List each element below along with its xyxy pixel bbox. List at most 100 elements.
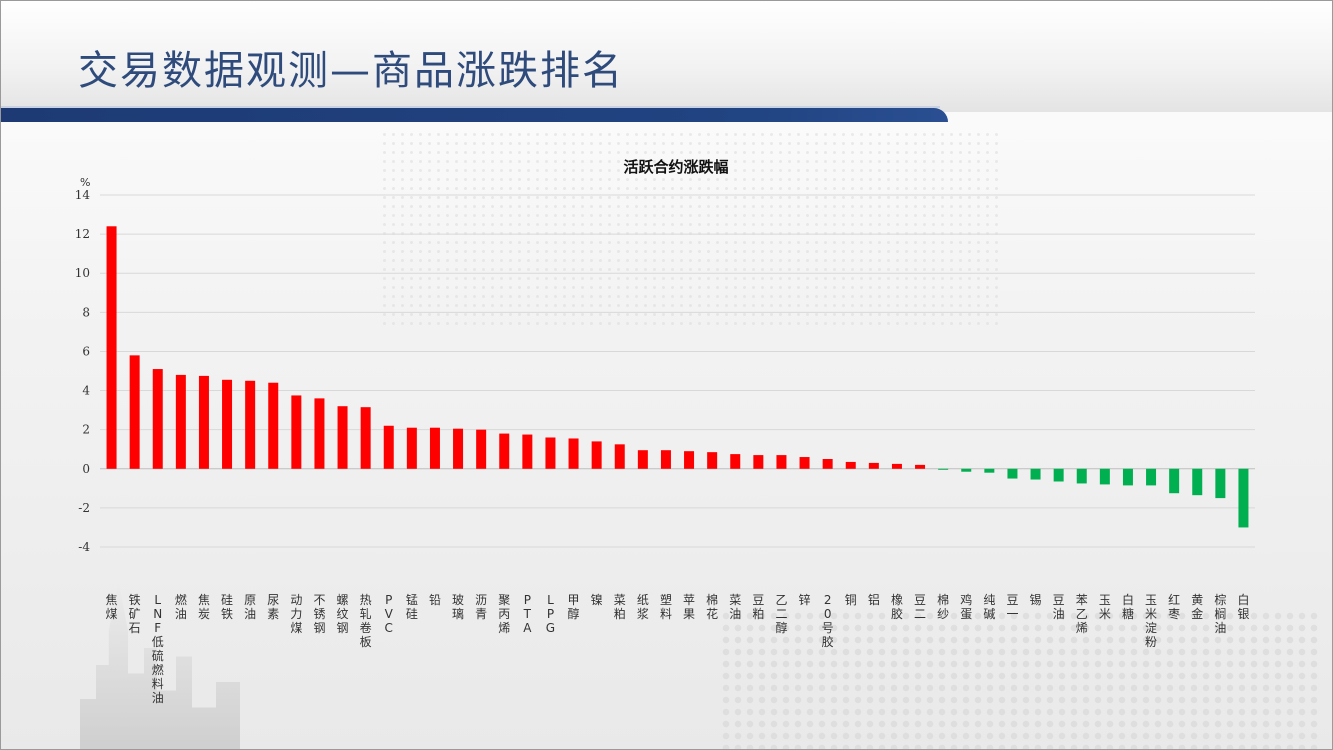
category-label: 动力煤 xyxy=(290,593,302,635)
bar xyxy=(1146,468,1157,486)
bar xyxy=(938,468,949,470)
category-label: 螺纹钢 xyxy=(337,593,349,635)
category-label: 乙二醇 xyxy=(775,593,787,635)
bar xyxy=(175,374,186,469)
category-label: 锡 xyxy=(1030,592,1042,607)
bar xyxy=(106,226,117,469)
bar xyxy=(152,369,163,469)
category-label: 红枣 xyxy=(1168,592,1180,621)
bar xyxy=(1215,468,1226,499)
bar xyxy=(291,395,302,469)
y-tick-label: -2 xyxy=(78,501,90,515)
bar xyxy=(129,355,140,469)
category-label: 豆一 xyxy=(1006,593,1018,621)
header-band-highlight xyxy=(0,106,940,108)
y-tick-label: 0 xyxy=(82,462,90,476)
bar xyxy=(568,438,579,469)
bar xyxy=(245,380,256,469)
bar xyxy=(499,433,510,469)
bar xyxy=(822,459,833,469)
y-tick-label: 2 xyxy=(82,423,90,437)
category-label: 锰硅 xyxy=(406,592,418,621)
category-label: 棕榈油 xyxy=(1214,592,1226,635)
bar xyxy=(776,455,787,469)
bar xyxy=(1076,468,1087,484)
bar xyxy=(684,451,695,469)
category-label: 热轧卷板 xyxy=(360,593,372,649)
y-tick-layer: 14 12 10 8 6 4 2 0 -2 -4 xyxy=(75,188,91,554)
bar xyxy=(915,464,926,469)
category-label: 棉纱 xyxy=(937,593,949,621)
category-label: 尿素 xyxy=(267,593,279,621)
y-tick-label: 8 xyxy=(82,305,90,319)
bar xyxy=(961,468,972,472)
bar xyxy=(1053,468,1064,482)
category-label: 菜粕 xyxy=(614,593,626,621)
category-label: 铁矿石 xyxy=(129,593,141,635)
bar xyxy=(799,457,810,469)
category-label: 甲醇 xyxy=(568,593,580,621)
bar xyxy=(198,375,209,469)
category-label: 菜油 xyxy=(729,593,741,621)
category-label: L N F 低硫燃料油 xyxy=(152,593,164,705)
category-label: 焦炭 xyxy=(198,593,210,621)
bar xyxy=(1007,468,1018,479)
y-tick-label: 6 xyxy=(82,344,90,358)
y-axis-unit: % xyxy=(80,176,90,189)
category-label: 锌 xyxy=(799,593,811,607)
category-label: 沥青 xyxy=(475,593,487,621)
category-label: 塑料 xyxy=(660,592,672,621)
bar xyxy=(637,450,648,469)
bar xyxy=(222,379,233,469)
bar xyxy=(845,461,856,469)
slide-title: 交易数据观测—商品涨跌排名 xyxy=(78,48,624,94)
category-label: 不锈钢 xyxy=(313,593,325,635)
category-label: 铝 xyxy=(868,592,880,607)
category-label: 玉米淀粉 xyxy=(1145,593,1157,649)
category-label: 焦煤 xyxy=(106,593,118,621)
category-label: 苹果 xyxy=(683,593,695,621)
bar xyxy=(660,450,671,469)
bar xyxy=(360,407,371,469)
header-background xyxy=(0,0,1333,112)
bar xyxy=(383,425,394,469)
hex-pattern-decoration xyxy=(720,610,1320,750)
bar xyxy=(337,406,348,469)
category-label: 铅 xyxy=(429,593,441,607)
chart-title: 活跃合约涨跌幅 xyxy=(623,158,728,176)
bar xyxy=(891,463,902,469)
bar xyxy=(1099,468,1110,485)
category-label: 聚丙烯 xyxy=(498,593,510,635)
category-label: 苯乙烯 xyxy=(1076,593,1088,635)
bar-layer xyxy=(106,226,1249,528)
category-label: 玻璃 xyxy=(452,593,464,621)
category-label: 镍 xyxy=(591,593,603,607)
y-tick-label: -4 xyxy=(78,540,90,554)
bar xyxy=(453,428,464,469)
bar xyxy=(1122,468,1133,486)
category-label: 白糖 xyxy=(1122,592,1134,621)
bar xyxy=(591,441,602,469)
world-map-decoration xyxy=(380,130,1000,330)
bar xyxy=(753,455,764,469)
category-label: 棉花 xyxy=(706,593,718,621)
bar xyxy=(406,427,417,469)
bar xyxy=(545,437,556,469)
category-label: 2 0 号胶 xyxy=(822,593,834,649)
category-label: 燃油 xyxy=(175,592,187,621)
category-label: 豆粕 xyxy=(752,593,764,621)
bar xyxy=(868,462,879,469)
bar xyxy=(1238,468,1249,528)
y-tick-label: 4 xyxy=(82,384,90,398)
bar xyxy=(1169,468,1180,494)
category-label: 鸡蛋 xyxy=(960,592,972,621)
category-label: 橡胶 xyxy=(891,593,903,621)
bar xyxy=(614,444,625,469)
y-tick-label: 10 xyxy=(75,266,90,280)
bar xyxy=(984,468,995,473)
